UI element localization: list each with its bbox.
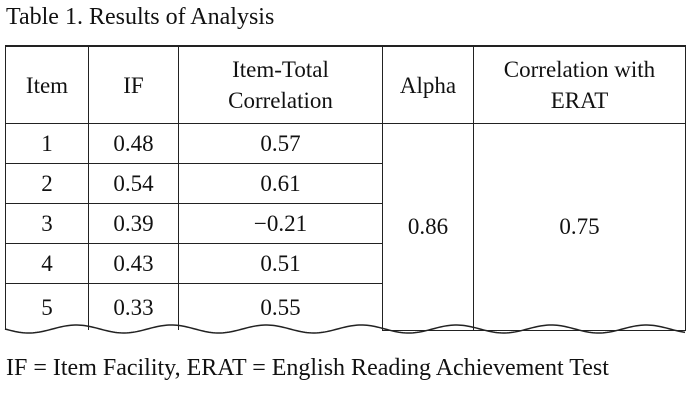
cell: 5 (5, 283, 89, 330)
cell: 0.61 (178, 163, 383, 204)
cell: 0.43 (88, 243, 179, 284)
cell: 0.57 (178, 123, 383, 164)
cell: 0.48 (88, 123, 179, 164)
table-row: 5 0.33 0.55 (5, 283, 686, 330)
cell: 2 (5, 163, 89, 204)
cell: 0.51 (178, 243, 383, 284)
header-cell: Item-Total Correlation (178, 45, 383, 124)
cell: 0.55 (178, 283, 383, 330)
header-cell: Alpha (382, 45, 474, 124)
header-cell: Item (5, 45, 89, 124)
cell: 0.33 (88, 283, 179, 330)
table-row: 1 0.48 0.57 0.86 0.75 (5, 123, 686, 331)
correlation-cell: 0.75 (473, 123, 686, 331)
results-table: Item IF Item-Total Correlation Alpha Correla… (5, 45, 686, 331)
table-row: 4 0.43 0.51 (5, 243, 686, 284)
table-title: Table 1. Results of Analysis (6, 4, 275, 30)
header-cell: Correlation with ERAT (473, 45, 686, 124)
table-row: 2 0.54 0.61 (5, 163, 686, 204)
header-row: Item IF Item-Total Correlation Alpha Correla… (5, 45, 686, 124)
wavy-line (4, 324, 686, 334)
cell: 4 (5, 243, 89, 284)
cell: −0.21 (178, 203, 383, 244)
table-note: IF = Item Facility, ERAT = English Readi… (6, 355, 609, 381)
